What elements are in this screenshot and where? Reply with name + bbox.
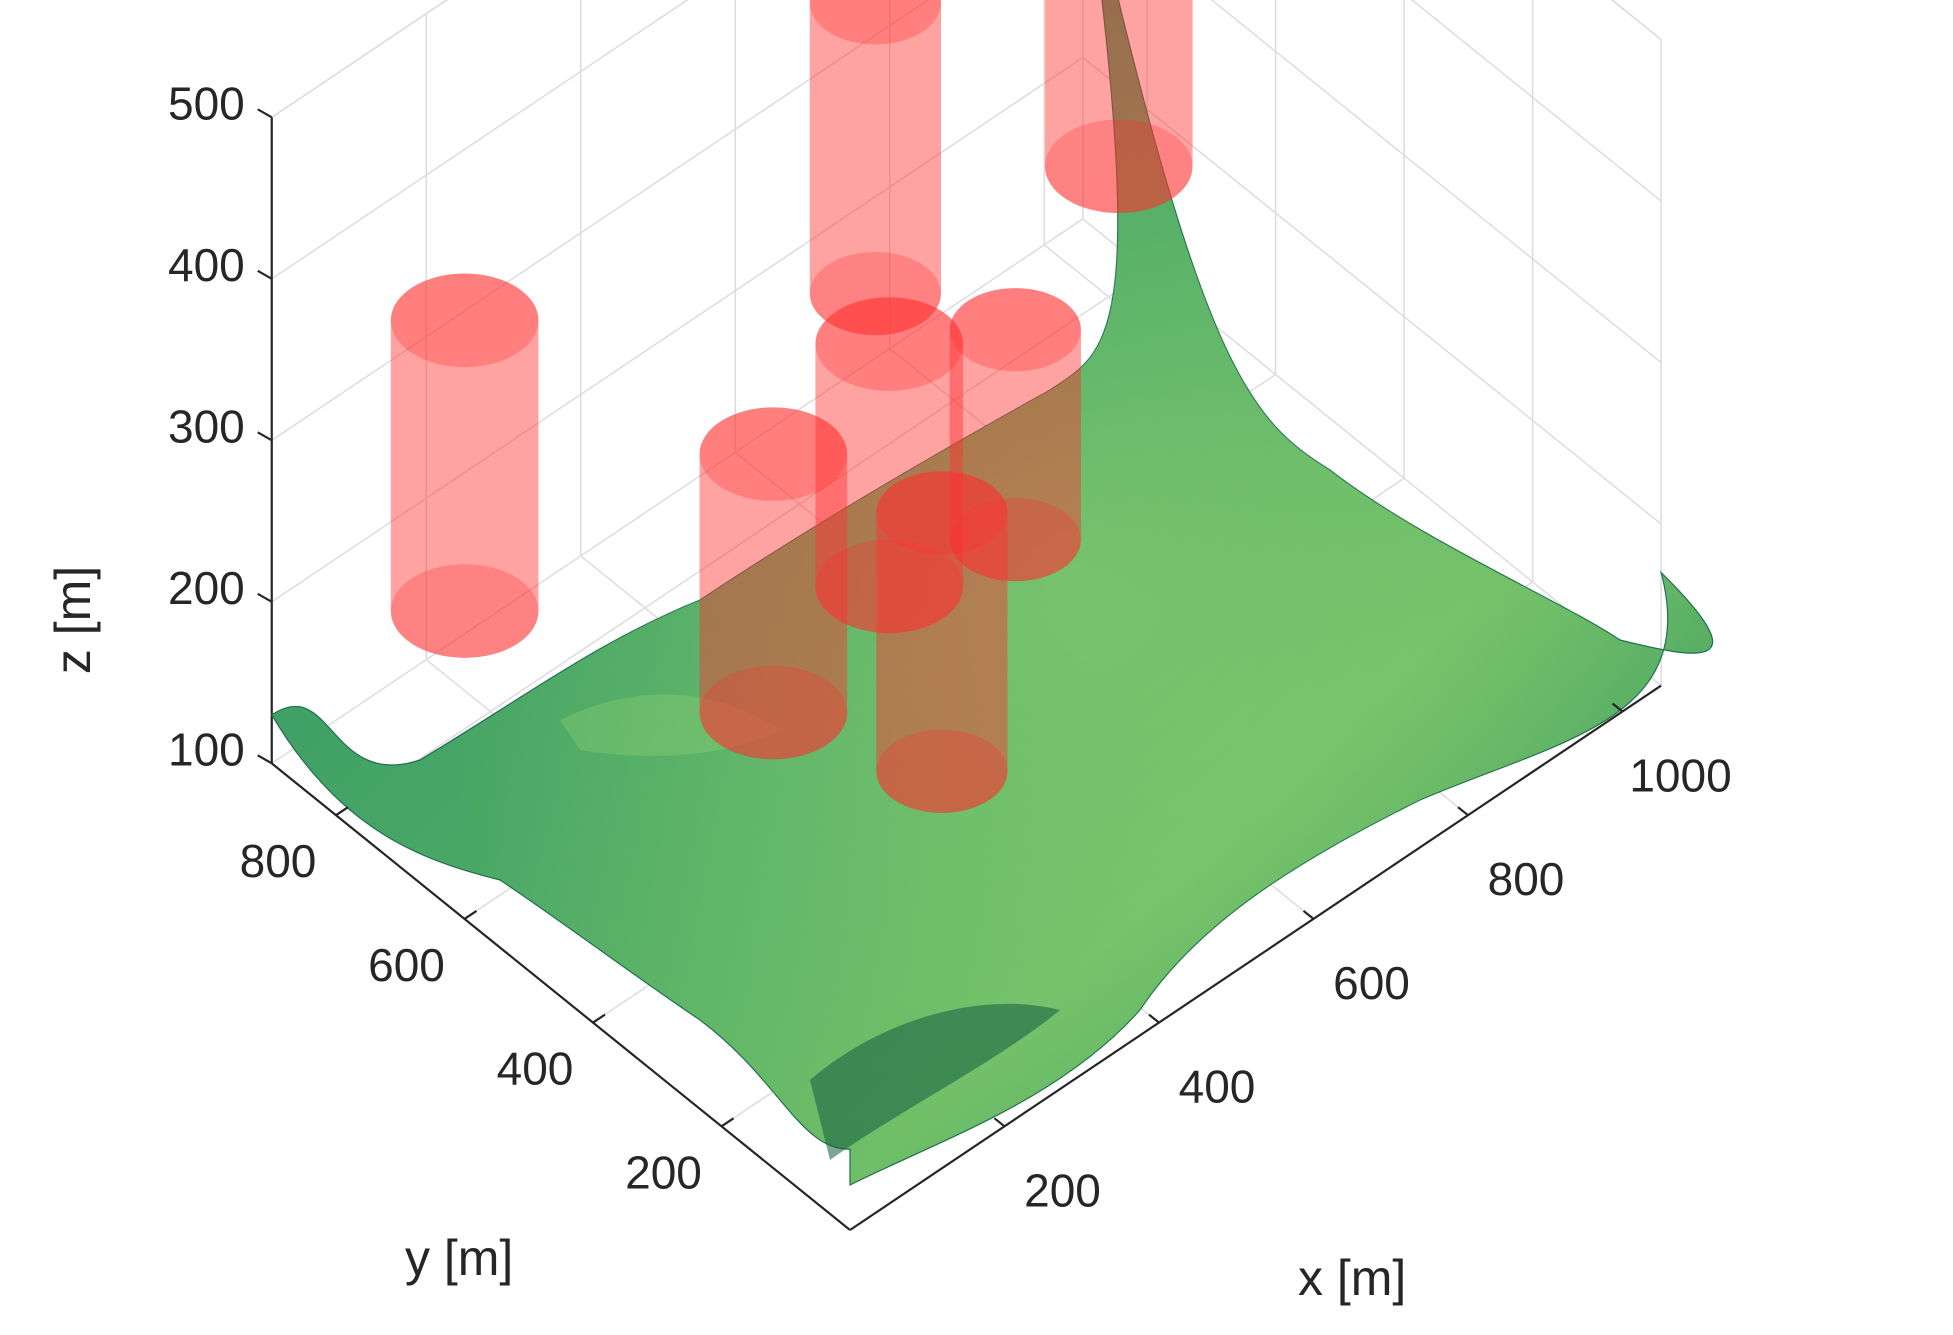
y-tick-label: 800 — [240, 835, 317, 887]
cylinder-top — [876, 471, 1008, 555]
z-tick — [257, 592, 273, 603]
cylinder-bottom — [949, 498, 1081, 582]
cylinder — [949, 288, 1081, 582]
cylinder-top — [809, 0, 941, 45]
x-tick-label: 400 — [1179, 1061, 1256, 1113]
cylinder-bottom — [815, 539, 964, 634]
x-tick — [993, 1117, 1006, 1128]
z-tick-label: 500 — [168, 77, 245, 129]
z-tick-label: 300 — [168, 400, 245, 452]
z-tick-label: 400 — [168, 239, 245, 291]
x-tick-label: 600 — [1333, 957, 1410, 1009]
terrain-surface — [270, 0, 1714, 1186]
gridline-z-back — [1082, 56, 1662, 525]
terrain-shadow — [810, 1003, 1060, 1160]
cylinder — [390, 273, 539, 658]
x-tick-label: 800 — [1488, 853, 1565, 905]
cylinder-body — [390, 273, 539, 658]
cylinder-body — [809, 0, 941, 336]
y-tick-label: 400 — [497, 1043, 574, 1095]
tick-labels: 200 400 600 800 1000 200 400 600 800 100 200 300 400… — [168, 77, 1732, 1216]
cylinder-bottom — [390, 564, 539, 658]
terrain-ridge — [560, 694, 780, 756]
cylinder-bottom — [809, 251, 941, 336]
x-tick — [1302, 910, 1315, 920]
y-tick — [463, 909, 478, 920]
gridline-z-back — [1410, 0, 1662, 202]
gridline-z-left — [271, 56, 1084, 603]
gridline-z-left — [271, 0, 930, 441]
cylinder-bottom — [699, 665, 848, 760]
x-axis — [849, 684, 1662, 1231]
z-axis-label: z [m] — [45, 566, 101, 674]
y-tick — [335, 806, 349, 817]
y-tick — [592, 1013, 606, 1024]
box-edge — [271, 0, 448, 118]
y-axis — [271, 762, 851, 1231]
y-tick-label: 200 — [625, 1146, 702, 1198]
z-tick — [257, 754, 273, 765]
cylinder-top — [815, 297, 964, 391]
gridline-z-left — [271, 0, 448, 118]
x-tick — [1148, 1013, 1160, 1024]
y-tick-label: 600 — [368, 939, 445, 991]
z-tick — [257, 108, 273, 119]
gridline-y-floor — [335, 270, 1148, 816]
cylinder — [1044, 0, 1193, 214]
cylinders — [390, 0, 1193, 813]
x-tick — [1457, 806, 1469, 817]
z-tick — [257, 269, 273, 280]
gridline-z-left — [271, 0, 689, 280]
cylinder-body — [1044, 0, 1193, 214]
x-axis-label: x [m] — [1298, 1250, 1406, 1306]
x-tick — [1611, 702, 1624, 713]
terrain-highlight — [271, 0, 1713, 1185]
cylinder-body — [876, 471, 1008, 813]
gridline-z-left — [271, 218, 1084, 764]
cylinder-top — [390, 273, 539, 368]
cylinder — [815, 297, 964, 634]
cylinder-bottom — [1044, 119, 1193, 214]
cylinder-top — [699, 407, 848, 501]
x-tick-label: 200 — [1024, 1164, 1101, 1216]
z-tick — [257, 431, 273, 442]
gridline-z-back — [1210, 0, 1662, 364]
z-tick-label: 200 — [168, 562, 245, 614]
cylinder-body — [815, 297, 964, 634]
x-tick-label: 1000 — [1629, 750, 1731, 802]
y-axis-label: y [m] — [405, 1230, 513, 1286]
cylinder — [809, 0, 941, 336]
cylinder — [876, 471, 1008, 813]
cylinder-body — [949, 288, 1081, 582]
z-tick-label: 100 — [168, 723, 245, 775]
cylinder-body — [699, 407, 848, 760]
y-tick — [720, 1117, 735, 1128]
cylinder-bottom — [876, 729, 1008, 813]
cylinder — [699, 407, 848, 760]
cylinder-top — [949, 288, 1081, 372]
